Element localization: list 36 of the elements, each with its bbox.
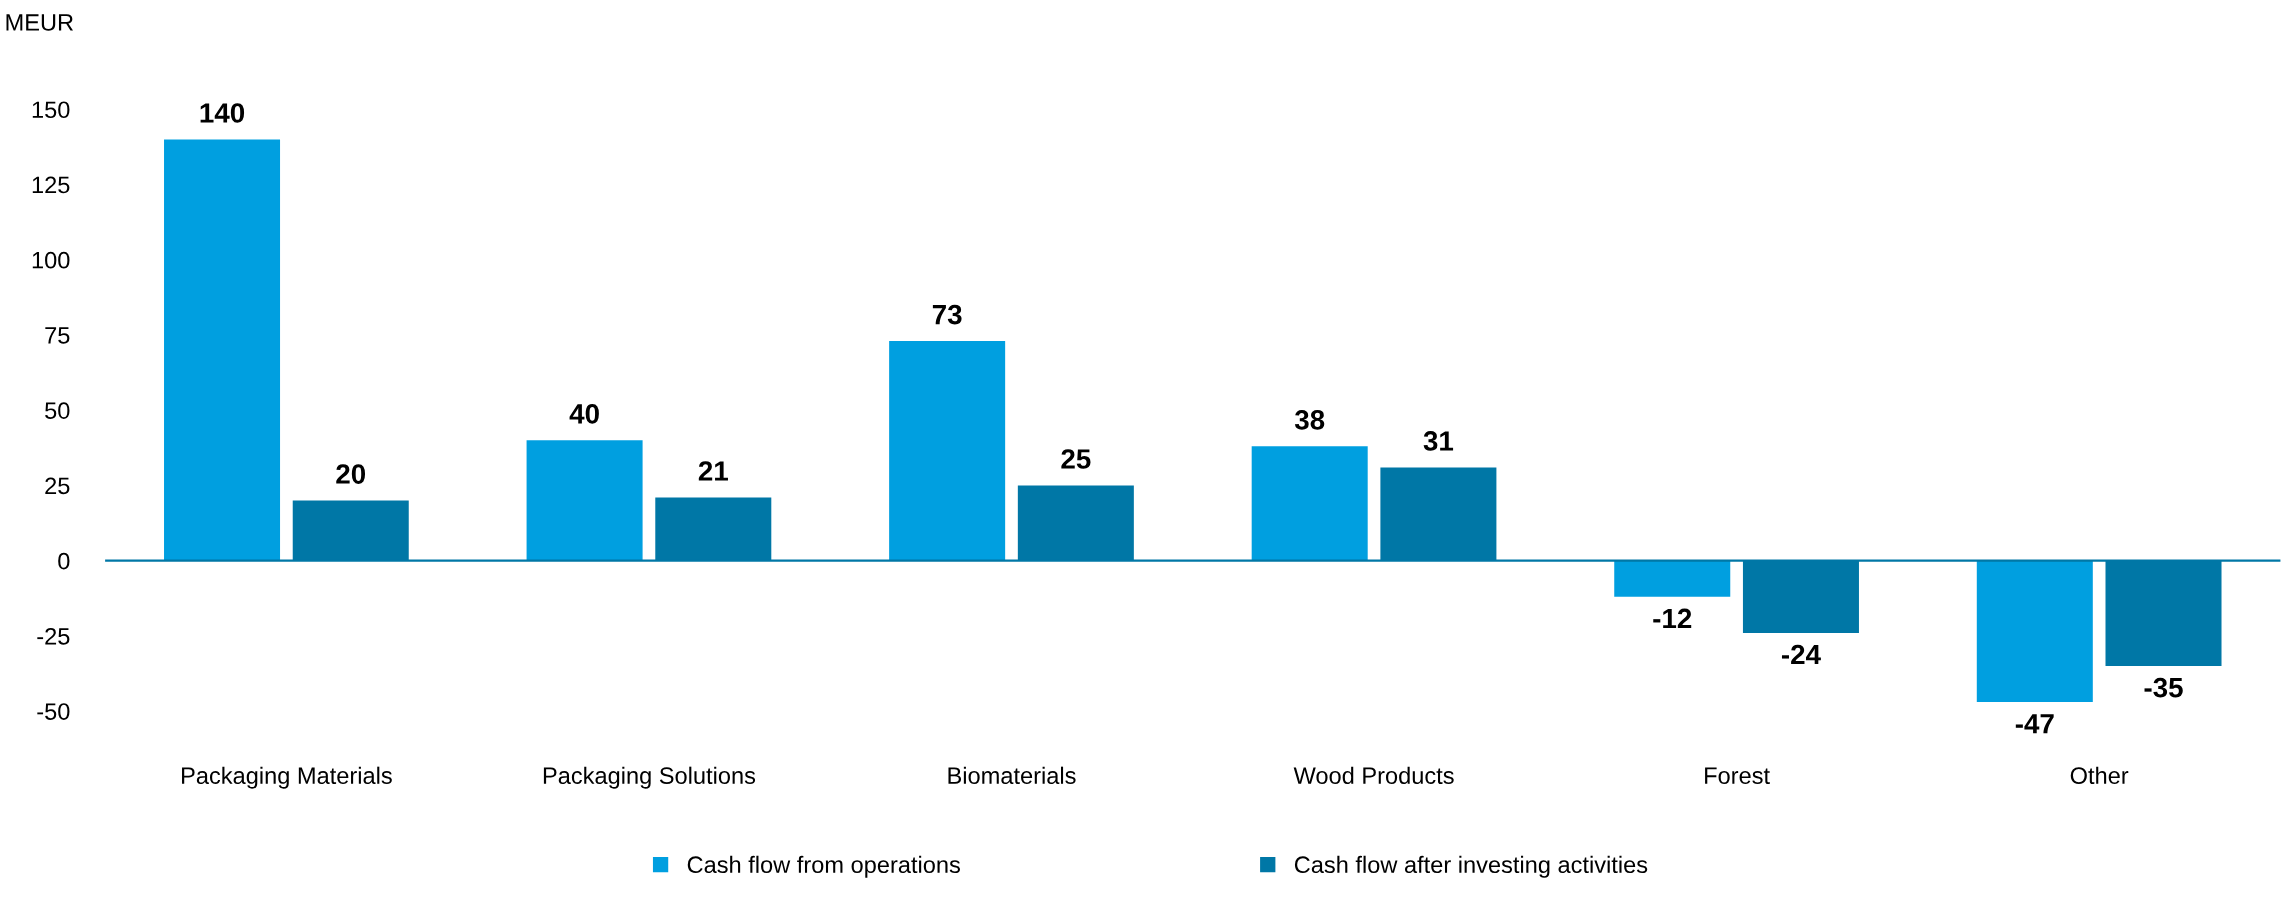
data-label: 31 bbox=[1423, 431, 1454, 451]
y-axis-title: MEUR bbox=[6, 14, 73, 31]
y-tick-label: 25 bbox=[45, 477, 70, 495]
data-label: -47 bbox=[2015, 714, 2054, 734]
y-tick-label: 50 bbox=[45, 402, 70, 419]
y-tick-label: 75 bbox=[45, 327, 70, 344]
x-tick-label: Packaging Materials bbox=[182, 766, 392, 789]
bar bbox=[526, 440, 643, 561]
y-tick-label: 100 bbox=[32, 251, 70, 269]
legend-label: Cash flow from operations bbox=[687, 855, 960, 878]
legend-label: Cash flow after investing activities bbox=[1294, 855, 1648, 878]
data-label: -24 bbox=[1781, 644, 1821, 665]
y-tick-label: -25 bbox=[37, 627, 70, 645]
data-label: 20 bbox=[336, 464, 366, 484]
x-tick-label: Packaging Solutions bbox=[543, 766, 756, 789]
data-label: 40 bbox=[569, 404, 599, 424]
data-label: 21 bbox=[698, 461, 728, 481]
bar bbox=[889, 341, 1006, 561]
y-tick-label: -50 bbox=[37, 703, 70, 720]
data-label: 38 bbox=[1294, 410, 1325, 430]
bar bbox=[164, 139, 281, 561]
bar bbox=[1251, 446, 1368, 561]
bar bbox=[1614, 560, 1731, 597]
data-label: -12 bbox=[1653, 608, 1692, 629]
x-tick-label: Other bbox=[2070, 766, 2129, 785]
y-tick-label: 125 bbox=[32, 176, 70, 194]
x-tick-label: Wood Products bbox=[1293, 766, 1454, 785]
bar bbox=[1976, 560, 2093, 703]
data-label: 140 bbox=[200, 103, 245, 123]
x-tick-label: Biomaterials bbox=[948, 766, 1076, 785]
data-label: 73 bbox=[932, 304, 962, 325]
x-tick-label: Forest bbox=[1705, 767, 1770, 785]
data-label: -35 bbox=[2144, 677, 2183, 698]
y-tick-label: 0 bbox=[58, 552, 70, 570]
y-tick-label: 150 bbox=[32, 101, 70, 119]
data-label: 25 bbox=[1061, 449, 1091, 469]
